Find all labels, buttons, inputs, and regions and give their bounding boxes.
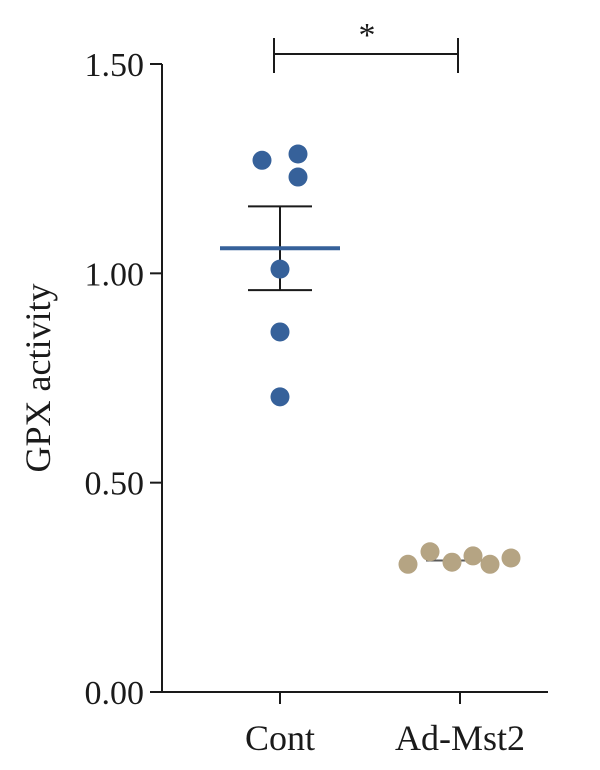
y-axis: 0.00 0.50 1.00 1.50 GPX activity	[18, 47, 163, 712]
y-tick-label: 1.50	[85, 47, 145, 84]
data-point	[270, 387, 290, 407]
y-axis-label: GPX activity	[18, 284, 58, 473]
data-point	[442, 552, 462, 572]
significance-bracket: *	[273, 17, 459, 73]
x-ticks: Cont Ad-Mst2	[245, 692, 525, 758]
plot-area	[220, 144, 521, 574]
y-tick-label: 0.00	[85, 675, 145, 712]
x-tick-label: Cont	[245, 718, 315, 758]
y-tick-label: 0.50	[85, 466, 145, 503]
significance-star: *	[359, 17, 376, 54]
data-point	[288, 144, 308, 164]
data-point	[463, 546, 483, 566]
data-point	[398, 554, 418, 574]
data-point	[270, 322, 290, 342]
x-axis: Cont Ad-Mst2	[161, 691, 548, 758]
data-point	[501, 548, 521, 568]
data-point	[480, 554, 500, 574]
x-tick-label: Ad-Mst2	[395, 718, 525, 758]
y-ticks: 0.00 0.50 1.00 1.50	[85, 47, 162, 712]
data-point	[288, 167, 308, 187]
data-point	[270, 259, 290, 279]
y-tick-label: 1.00	[85, 256, 145, 293]
data-point	[252, 150, 272, 170]
series-cont	[220, 144, 340, 407]
data-point	[420, 542, 440, 562]
series-ad-mst2	[398, 542, 521, 574]
